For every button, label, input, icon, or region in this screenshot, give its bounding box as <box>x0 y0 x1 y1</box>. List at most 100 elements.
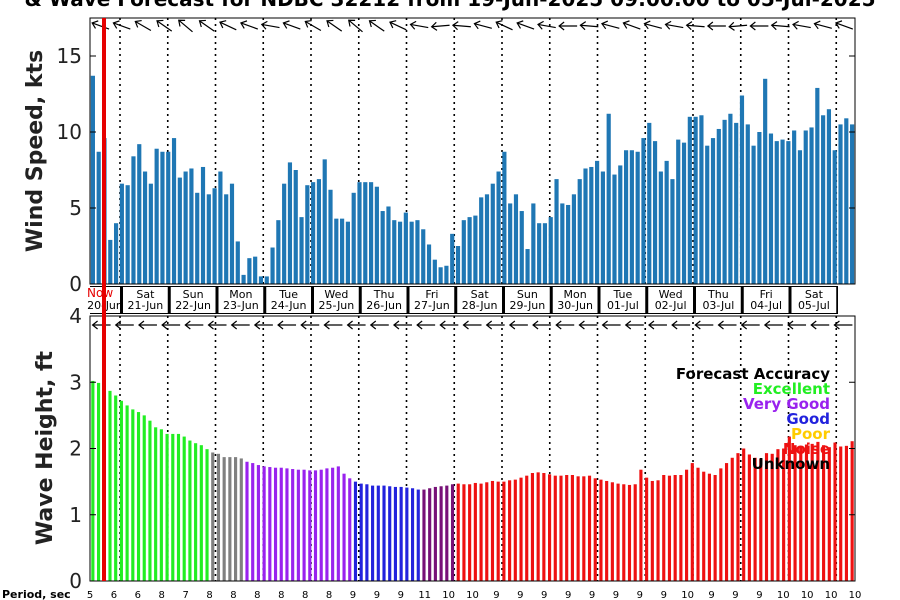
direction-arrow <box>706 21 726 31</box>
wind-bar <box>780 139 785 284</box>
wind-bar <box>629 150 634 284</box>
wave-bar <box>450 484 455 581</box>
wave-bar <box>91 380 95 581</box>
direction-arrow <box>579 21 599 31</box>
direction-arrow <box>439 320 459 330</box>
wind-bar <box>676 139 681 284</box>
wind-bar <box>589 166 594 284</box>
day-cell <box>409 287 455 313</box>
day-date-label: 25-Jun <box>318 299 354 312</box>
wave-bar <box>399 486 403 581</box>
wave-bar <box>393 486 397 581</box>
direction-arrow <box>326 19 343 32</box>
direction-arrow <box>728 21 748 31</box>
wind-bar <box>693 116 698 284</box>
wave-bar <box>239 458 243 581</box>
direction-arrow <box>835 20 854 30</box>
day-of-week-label: Sun <box>517 288 538 301</box>
period-value: 10 <box>825 590 838 600</box>
wind-bar <box>305 185 310 284</box>
wave-bar <box>650 480 654 581</box>
wind-bar <box>113 223 119 284</box>
wind-bar <box>705 145 710 284</box>
wind-bar <box>386 206 391 284</box>
legend-item: Unknown <box>752 455 830 473</box>
wind-bar <box>299 217 304 284</box>
wave-bar <box>690 463 694 581</box>
wind-day-gridlines <box>119 18 838 284</box>
wind-bar <box>467 217 472 284</box>
wave-bar <box>142 415 146 581</box>
wave-direction-arrows <box>91 320 853 330</box>
wind-bar <box>786 141 791 284</box>
wind-bar <box>600 171 605 284</box>
wave-bar <box>365 484 369 581</box>
wave-bar <box>348 478 352 581</box>
direction-arrow <box>601 320 621 330</box>
day-cell <box>600 287 646 313</box>
legend-title: Forecast Accuracy <box>676 365 830 383</box>
day-cell <box>361 287 407 313</box>
day-of-week-label: Fri <box>425 288 438 301</box>
wave-bar <box>633 484 637 581</box>
day-of-week-label: Tue <box>278 288 298 301</box>
period-value: 8 <box>230 590 236 600</box>
direction-arrow <box>392 320 412 330</box>
wave-bar <box>787 436 791 581</box>
wave-bar <box>799 446 803 581</box>
wind-bar <box>380 211 385 284</box>
wind-bar <box>154 148 159 284</box>
wave-bar <box>479 483 483 581</box>
period-value: 9 <box>517 590 523 600</box>
wind-bar <box>125 185 130 284</box>
wind-bar <box>241 274 246 284</box>
wind-bar <box>345 221 350 284</box>
wind-axes-frame <box>89 17 856 285</box>
wind-bar <box>287 162 293 284</box>
wind-bar <box>409 221 414 284</box>
period-value: 7 <box>182 590 188 600</box>
wind-panel: 0 5 10 15 Wind Speed, kts <box>23 17 856 296</box>
period-value: 6 <box>111 590 117 600</box>
legend-item: Noise <box>783 440 830 458</box>
wind-bar <box>282 183 287 284</box>
wave-bar <box>810 443 814 581</box>
wind-bar <box>595 160 600 284</box>
wind-bar <box>739 95 745 285</box>
day-cell <box>314 287 359 313</box>
wind-bar <box>844 118 849 284</box>
wind-bar <box>328 189 333 284</box>
wave-bar <box>291 469 295 581</box>
day-cell <box>696 287 741 313</box>
wind-bar <box>490 183 495 284</box>
day-of-week-label: Mon <box>229 288 252 301</box>
wind-y-axis-label: Wind Speed, kts <box>23 50 48 252</box>
wind-bar <box>258 276 264 284</box>
direction-arrow <box>253 320 273 330</box>
wave-bar <box>605 480 609 581</box>
wind-bar <box>792 130 797 284</box>
direction-arrow <box>91 320 111 330</box>
wave-bar <box>827 447 831 581</box>
day-date-label: 03-Jul <box>702 299 734 312</box>
direction-arrow <box>485 320 505 330</box>
direction-arrow <box>112 20 131 30</box>
period-value: 9 <box>661 590 667 600</box>
direction-arrow <box>156 19 173 32</box>
direction-arrow <box>473 20 492 30</box>
wind-bar <box>531 203 536 284</box>
direction-arrow <box>792 20 811 30</box>
wind-bar <box>206 194 211 284</box>
wind-bar <box>751 145 756 284</box>
wave-bar <box>816 441 820 581</box>
wind-bar <box>357 182 362 284</box>
wind-bar <box>577 179 582 284</box>
period-value: 10 <box>442 590 455 600</box>
wind-bar <box>131 156 136 284</box>
wave-bar <box>388 486 392 581</box>
wave-bar <box>331 467 335 581</box>
direction-arrow <box>207 320 227 330</box>
wind-bar <box>264 276 269 284</box>
wind-bar <box>618 165 623 284</box>
direction-arrow <box>717 320 737 330</box>
